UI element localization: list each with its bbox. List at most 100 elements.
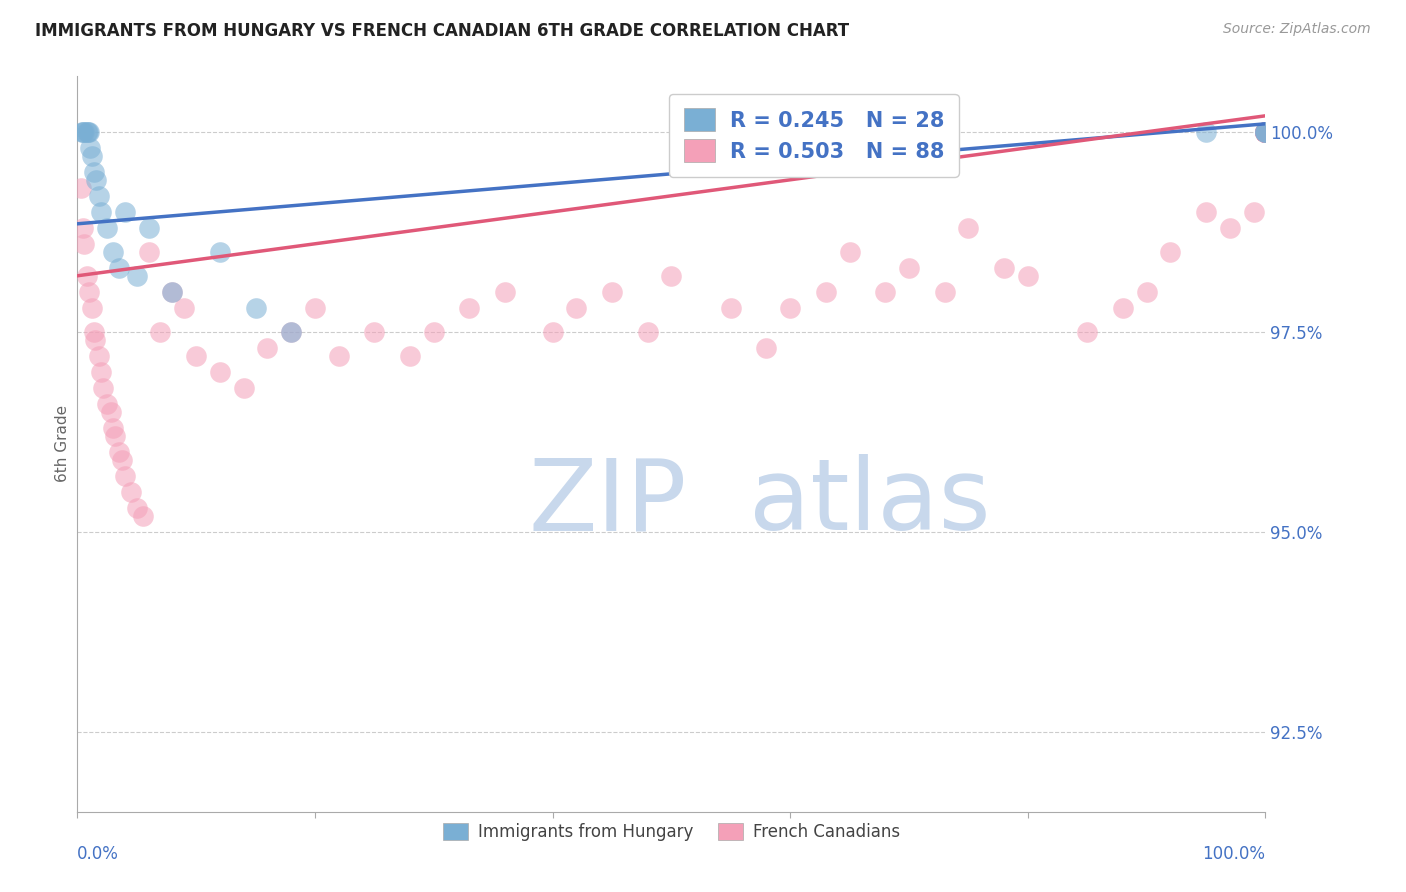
Point — [111, 452, 134, 467]
Point — [83, 165, 105, 179]
Point — [661, 268, 683, 283]
Point — [1254, 125, 1277, 139]
Point — [96, 220, 118, 235]
Point — [993, 260, 1015, 275]
Point — [90, 365, 112, 379]
Point — [755, 341, 778, 355]
Point — [114, 468, 136, 483]
Point — [108, 260, 131, 275]
Point — [93, 381, 115, 395]
Point — [104, 429, 127, 443]
Text: IMMIGRANTS FROM HUNGARY VS FRENCH CANADIAN 6TH GRADE CORRELATION CHART: IMMIGRANTS FROM HUNGARY VS FRENCH CANADI… — [35, 22, 849, 40]
Point — [1254, 125, 1277, 139]
Point — [898, 125, 921, 139]
Text: atlas: atlas — [748, 454, 990, 551]
Text: Source: ZipAtlas.com: Source: ZipAtlas.com — [1223, 22, 1371, 37]
Point — [779, 301, 801, 315]
Point — [1254, 125, 1277, 139]
Point — [1254, 125, 1277, 139]
Point — [96, 397, 118, 411]
Point — [1254, 125, 1277, 139]
Point — [494, 285, 516, 299]
Point — [73, 236, 96, 251]
Point — [1254, 125, 1277, 139]
Point — [108, 444, 131, 458]
Point — [328, 349, 350, 363]
Point — [1254, 125, 1277, 139]
Point — [1254, 125, 1277, 139]
Point — [70, 181, 93, 195]
Point — [173, 301, 195, 315]
Point — [565, 301, 588, 315]
Point — [423, 325, 446, 339]
Point — [304, 301, 326, 315]
Point — [100, 405, 122, 419]
Point — [79, 141, 101, 155]
Y-axis label: 6th Grade: 6th Grade — [55, 405, 70, 483]
Point — [898, 260, 921, 275]
Point — [280, 325, 302, 339]
Point — [83, 325, 105, 339]
Point — [1254, 125, 1277, 139]
Point — [101, 421, 124, 435]
Point — [957, 220, 980, 235]
Point — [138, 244, 160, 259]
Point — [77, 125, 100, 139]
Point — [600, 285, 623, 299]
Point — [1254, 125, 1277, 139]
Point — [131, 508, 153, 523]
Point — [76, 125, 98, 139]
Point — [1195, 204, 1218, 219]
Point — [125, 268, 148, 283]
Text: 100.0%: 100.0% — [1202, 845, 1265, 863]
Point — [232, 381, 254, 395]
Point — [1254, 125, 1277, 139]
Text: ZIP: ZIP — [529, 454, 688, 551]
Point — [87, 349, 110, 363]
Point — [1195, 125, 1218, 139]
Point — [541, 325, 564, 339]
Point — [77, 125, 100, 139]
Point — [1017, 268, 1039, 283]
Point — [1254, 125, 1277, 139]
Point — [1254, 125, 1277, 139]
Point — [125, 500, 148, 515]
Point — [838, 244, 860, 259]
Point — [1254, 125, 1277, 139]
Point — [162, 285, 184, 299]
Point — [363, 325, 385, 339]
Point — [73, 125, 96, 139]
Point — [814, 285, 837, 299]
Point — [208, 244, 231, 259]
Point — [1254, 125, 1277, 139]
Point — [1254, 125, 1277, 139]
Point — [1254, 125, 1277, 139]
Point — [1254, 125, 1277, 139]
Point — [875, 285, 897, 299]
Point — [1254, 125, 1277, 139]
Point — [1159, 244, 1181, 259]
Point — [720, 125, 742, 139]
Legend: Immigrants from Hungary, French Canadians: Immigrants from Hungary, French Canadian… — [436, 816, 907, 847]
Point — [76, 268, 98, 283]
Point — [1254, 125, 1277, 139]
Point — [162, 285, 184, 299]
Point — [72, 220, 94, 235]
Point — [1254, 125, 1277, 139]
Point — [1254, 125, 1277, 139]
Point — [256, 341, 278, 355]
Point — [86, 173, 108, 187]
Point — [1243, 204, 1265, 219]
Point — [101, 244, 124, 259]
Point — [1254, 125, 1277, 139]
Point — [458, 301, 481, 315]
Point — [1136, 285, 1159, 299]
Point — [114, 204, 136, 219]
Point — [1254, 125, 1277, 139]
Point — [70, 125, 93, 139]
Text: 0.0%: 0.0% — [77, 845, 120, 863]
Point — [208, 365, 231, 379]
Point — [120, 484, 142, 499]
Point — [1254, 125, 1277, 139]
Point — [1076, 325, 1098, 339]
